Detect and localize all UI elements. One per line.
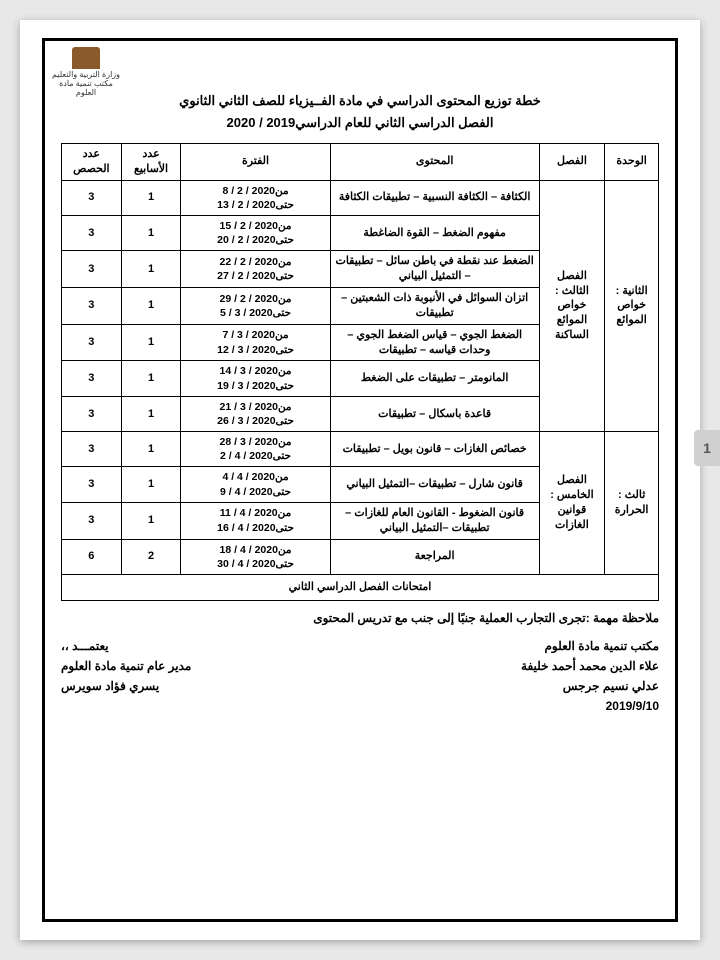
- content-cell: المانومتر – تطبيقات على الضغط: [330, 361, 539, 396]
- chapter-cell: الفصل الخامس : قوانين الغازات: [539, 432, 605, 575]
- content-cell: قانون الضغوط - القانون العام للغازات – ت…: [330, 502, 539, 539]
- sessions-cell: 3: [62, 288, 122, 325]
- content-frame: وزارة التربية والتعليم مكتب تنمية مادة ا…: [42, 38, 678, 922]
- signature-left: يعتمـــد ،، مدير عام تنمية مادة العلوم ي…: [61, 639, 191, 719]
- sessions-cell: 3: [62, 180, 122, 215]
- weeks-cell: 1: [121, 502, 181, 539]
- sessions-cell: 6: [62, 539, 122, 574]
- content-cell: قاعدة باسكال – تطبيقات: [330, 396, 539, 431]
- sessions-cell: 3: [62, 216, 122, 251]
- weeks-cell: 1: [121, 467, 181, 502]
- weeks-cell: 1: [121, 432, 181, 467]
- page-number: 1: [703, 440, 711, 456]
- ministry-logo: وزارة التربية والتعليم مكتب تنمية مادة ا…: [51, 47, 121, 89]
- title-block: خطة توزيع المحتوى الدراسي في مادة الفــي…: [61, 93, 659, 131]
- page-number-tab: 1: [694, 430, 720, 466]
- sessions-cell: 3: [62, 502, 122, 539]
- sessions-cell: 3: [62, 251, 122, 288]
- exam-row: امتحانات الفصل الدراسي الثاني: [62, 574, 659, 600]
- col-chapter: الفصل: [539, 144, 605, 181]
- content-cell: قانون شارل – تطبيقات –التمثيل البياني: [330, 467, 539, 502]
- content-cell: خصائص الغازات – قانون بويل – تطبيقات: [330, 432, 539, 467]
- director-name: يسري فؤاد سويرس: [61, 679, 191, 693]
- period-cell: من2020 / 4 / 18حتى2020 / 4 / 30: [181, 539, 330, 574]
- sessions-cell: 3: [62, 324, 122, 361]
- logo-text: وزارة التربية والتعليم مكتب تنمية مادة ا…: [51, 71, 121, 97]
- signer-1: علاء الدين محمد أحمد خليفة: [521, 659, 659, 673]
- exam-cell: امتحانات الفصل الدراسي الثاني: [62, 574, 659, 600]
- weeks-cell: 1: [121, 361, 181, 396]
- content-cell: الضغط الجوي – قياس الضغط الجوي –وحدات قي…: [330, 324, 539, 361]
- period-cell: من2020 / 2 / 29حتى2020 / 3 / 5: [181, 288, 330, 325]
- content-cell: اتزان السوائل في الأنبوبة ذات الشعبتين –…: [330, 288, 539, 325]
- table-row: الثانية : خواص الموائعالفصل الثالث : خوا…: [62, 180, 659, 215]
- period-cell: من2020 / 4 / 11حتى2020 / 4 / 16: [181, 502, 330, 539]
- weeks-cell: 1: [121, 251, 181, 288]
- sessions-cell: 3: [62, 467, 122, 502]
- weeks-cell: 2: [121, 539, 181, 574]
- weeks-cell: 1: [121, 396, 181, 431]
- col-period: الفترة: [181, 144, 330, 181]
- weeks-cell: 1: [121, 288, 181, 325]
- director-title: مدير عام تنمية مادة العلوم: [61, 659, 191, 673]
- weeks-cell: 1: [121, 324, 181, 361]
- sub-title: الفصل الدراسي الثاني للعام الدراسي2019 /…: [61, 115, 659, 131]
- weeks-cell: 1: [121, 216, 181, 251]
- sessions-cell: 3: [62, 396, 122, 431]
- period-cell: من2020 / 3 / 21حتى2020 / 3 / 26: [181, 396, 330, 431]
- sessions-cell: 3: [62, 361, 122, 396]
- document-page: وزارة التربية والتعليم مكتب تنمية مادة ا…: [20, 20, 700, 940]
- approved-label: يعتمـــد ،،: [61, 639, 191, 653]
- content-cell: المراجعة: [330, 539, 539, 574]
- table-row: ثالث : الحرارةالفصل الخامس : قوانين الغا…: [62, 432, 659, 467]
- col-weeks: عدد الأسابيع: [121, 144, 181, 181]
- period-cell: من2020 / 3 / 14حتى2020 / 3 / 19: [181, 361, 330, 396]
- signature-right: مكتب تنمية مادة العلوم علاء الدين محمد أ…: [521, 639, 659, 719]
- signatures-block: مكتب تنمية مادة العلوم علاء الدين محمد أ…: [61, 639, 659, 719]
- unit-cell: ثالث : الحرارة: [605, 432, 659, 575]
- unit-cell: الثانية : خواص الموائع: [605, 180, 659, 431]
- col-unit: الوحدة: [605, 144, 659, 181]
- curriculum-table: الوحدة الفصل المحتوى الفترة عدد الأسابيع…: [61, 143, 659, 601]
- important-note: ملاحظة مهمة :تجرى التجارب العملية جنبًا …: [61, 611, 659, 625]
- header-row: الوحدة الفصل المحتوى الفترة عدد الأسابيع…: [62, 144, 659, 181]
- period-cell: من2020 / 2 / 22حتى2020 / 2 / 27: [181, 251, 330, 288]
- period-cell: من2020 / 2 / 8حتى2020 / 2 / 13: [181, 180, 330, 215]
- col-sessions: عدد الحصص: [62, 144, 122, 181]
- signer-2: عدلي نسيم جرجس: [521, 679, 659, 693]
- period-cell: من2020 / 4 / 4حتى2020 / 4 / 9: [181, 467, 330, 502]
- period-cell: من2020 / 3 / 28حتى2020 / 4 / 2: [181, 432, 330, 467]
- weeks-cell: 1: [121, 180, 181, 215]
- content-cell: مفهوم الضغط – القوة الضاغطة: [330, 216, 539, 251]
- content-cell: الضغط عند نقطة في باطن سائل – تطبيقات – …: [330, 251, 539, 288]
- period-cell: من2020 / 2 / 15حتى2020 / 2 / 20: [181, 216, 330, 251]
- col-content: المحتوى: [330, 144, 539, 181]
- chapter-cell: الفصل الثالث : خواص الموائع الساكنة: [539, 180, 605, 431]
- sign-date: 2019/9/10: [521, 699, 659, 713]
- main-title: خطة توزيع المحتوى الدراسي في مادة الفــي…: [61, 93, 659, 109]
- office-label: مكتب تنمية مادة العلوم: [521, 639, 659, 653]
- period-cell: من2020 / 3 / 7حتى2020 / 3 / 12: [181, 324, 330, 361]
- sessions-cell: 3: [62, 432, 122, 467]
- eagle-emblem-icon: [72, 47, 100, 69]
- content-cell: الكثافة – الكثافة النسبية – تطبيقات الكث…: [330, 180, 539, 215]
